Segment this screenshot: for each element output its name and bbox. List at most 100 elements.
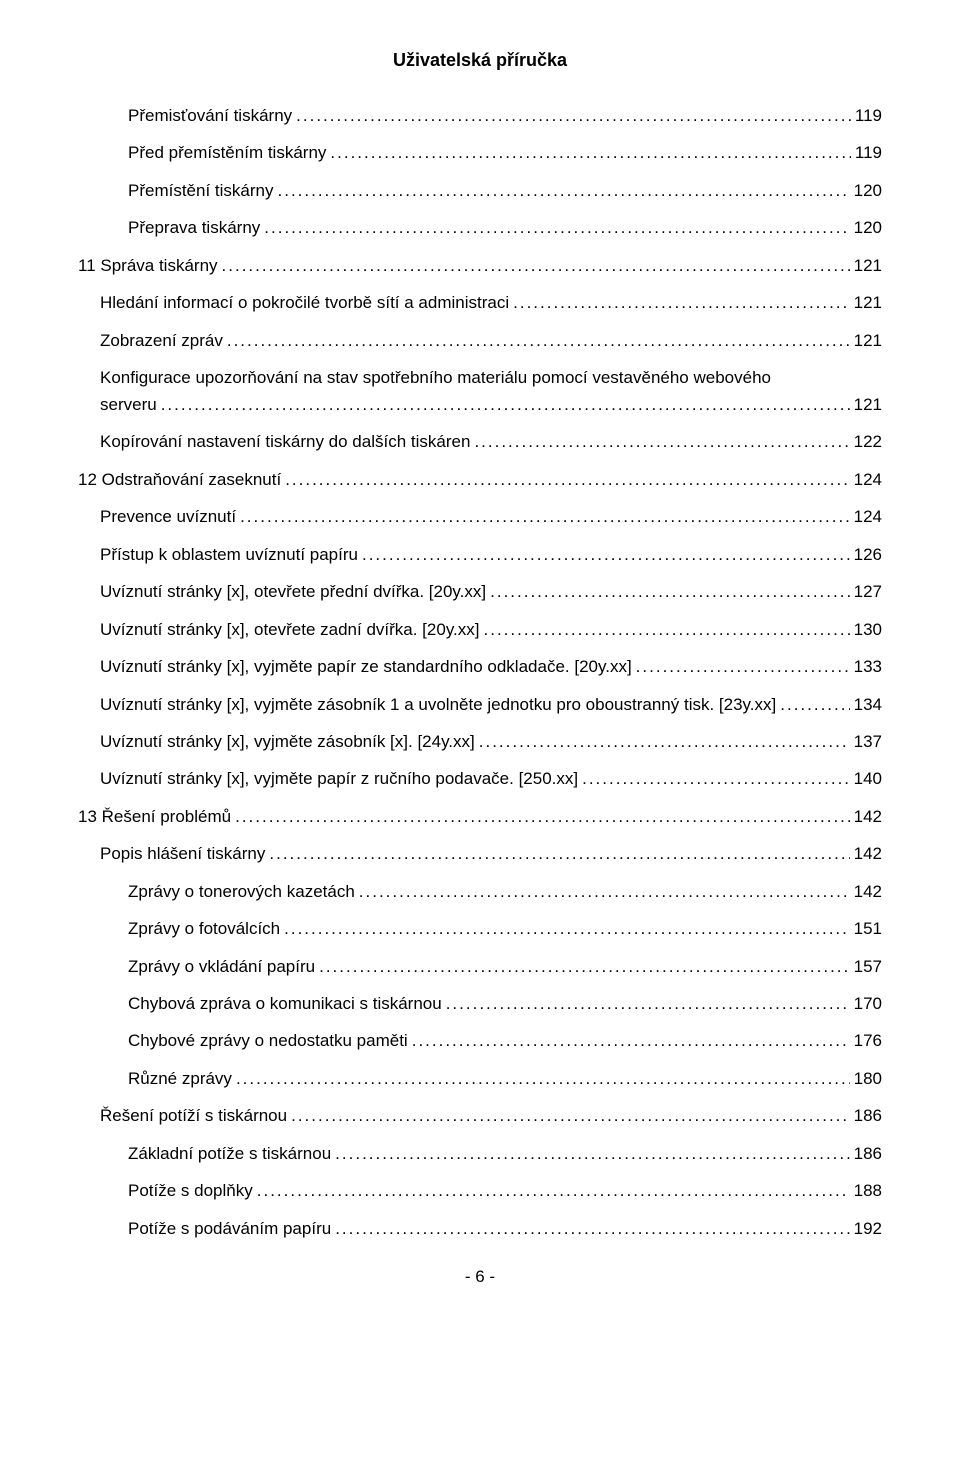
toc-leader-dots (257, 1180, 850, 1203)
toc-label: 12 Odstraňování zaseknutí (78, 469, 281, 492)
toc-page-number: 180 (854, 1068, 882, 1091)
toc-page-number: 170 (854, 993, 882, 1016)
toc-row: Přeprava tiskárny 120 (78, 217, 882, 240)
toc-page-number: 130 (854, 619, 882, 642)
toc-label: serveru (100, 394, 157, 417)
toc-page-number: 133 (854, 656, 882, 679)
toc-row: Uvíznutí stránky [x], vyjměte zásobník [… (78, 731, 882, 754)
toc-page-number: 134 (854, 694, 882, 717)
toc-leader-dots (513, 292, 850, 315)
toc-label: Konfigurace upozorňování na stav spotřeb… (100, 367, 771, 390)
toc-row: Uvíznutí stránky [x], otevřete přední dv… (78, 581, 882, 604)
toc-label: Přemístění tiskárny (128, 180, 274, 203)
toc-row: Přemístění tiskárny 120 (78, 180, 882, 203)
toc-label: Uvíznutí stránky [x], vyjměte zásobník 1… (100, 694, 776, 717)
toc-label: Chybová zpráva o komunikaci s tiskárnou (128, 993, 442, 1016)
toc-row: Zprávy o vkládání papíru 157 (78, 956, 882, 979)
toc-label: Zprávy o tonerových kazetách (128, 881, 355, 904)
toc-leader-dots (636, 656, 850, 679)
toc-label: Kopírování nastavení tiskárny do dalších… (100, 431, 470, 454)
toc-page-number: 120 (854, 180, 882, 203)
toc-row: Konfigurace upozorňování na stav spotřeb… (78, 367, 882, 390)
page-footer-number: - 6 - (78, 1267, 882, 1287)
toc-row: Před přemístěním tiskárny 119 (78, 142, 882, 165)
toc-label: Prevence uvíznutí (100, 506, 236, 529)
toc-page-number: 121 (854, 330, 882, 353)
toc-leader-dots (335, 1143, 849, 1166)
toc-leader-dots (222, 255, 850, 278)
toc-row: Chybové zprávy o nedostatku paměti176 (78, 1030, 882, 1053)
toc-leader-dots (235, 806, 850, 829)
toc-row: Hledání informací o pokročilé tvorbě sít… (78, 292, 882, 315)
toc-label: Uvíznutí stránky [x], otevřete zadní dví… (100, 619, 480, 642)
toc-label: Přemisťování tiskárny (128, 105, 292, 128)
toc-row: Chybová zpráva o komunikaci s tiskárnou 1… (78, 993, 882, 1016)
toc-leader-dots (319, 956, 850, 979)
toc-row: 12 Odstraňování zaseknutí 124 (78, 469, 882, 492)
toc-row: serveru121 (78, 394, 882, 417)
toc-row: Různé zprávy180 (78, 1068, 882, 1091)
toc-leader-dots (362, 544, 850, 567)
toc-leader-dots (484, 619, 850, 642)
toc-label: Základní potíže s tiskárnou (128, 1143, 331, 1166)
toc-leader-dots (161, 394, 850, 417)
toc-label: Uvíznutí stránky [x], vyjměte zásobník [… (100, 731, 475, 754)
toc-page-number: 119 (855, 105, 882, 128)
toc-label: Zobrazení zpráv (100, 330, 223, 353)
toc-page-number: 140 (854, 768, 882, 791)
toc-row: Zprávy o tonerových kazetách142 (78, 881, 882, 904)
toc-page-number: 124 (854, 506, 882, 529)
toc-row: 11 Správa tiskárny121 (78, 255, 882, 278)
toc-page-number: 186 (854, 1105, 882, 1128)
toc-page-number: 120 (854, 217, 882, 240)
page-container: Uživatelská příručka Přemisťování tiskár… (0, 0, 960, 1327)
toc-leader-dots (264, 217, 849, 240)
toc-page-number: 126 (854, 544, 882, 567)
toc-label: Zprávy o vkládání papíru (128, 956, 315, 979)
toc-row: Uvíznutí stránky [x], otevřete zadní dví… (78, 619, 882, 642)
toc-label: Hledání informací o pokročilé tvorbě sít… (100, 292, 509, 315)
toc-row: Zprávy o fotoválcích151 (78, 918, 882, 941)
toc-label: Přístup k oblastem uvíznutí papíru (100, 544, 358, 567)
toc-label: Chybové zprávy o nedostatku paměti (128, 1030, 408, 1053)
toc-row: Uvíznutí stránky [x], vyjměte papír ze s… (78, 656, 882, 679)
toc-leader-dots (446, 993, 850, 1016)
toc-leader-dots (240, 506, 850, 529)
toc-leader-dots (227, 330, 850, 353)
toc-page-number: 121 (854, 292, 882, 315)
toc-page-number: 186 (854, 1143, 882, 1166)
toc-leader-dots (780, 694, 849, 717)
toc-page-number: 127 (854, 581, 882, 604)
toc-page-number: 151 (854, 918, 882, 941)
toc-page-number: 124 (854, 469, 882, 492)
toc-row: Zobrazení zpráv 121 (78, 330, 882, 353)
toc-page-number: 122 (854, 431, 882, 454)
toc-leader-dots (284, 918, 850, 941)
toc-page-number: 137 (854, 731, 882, 754)
toc-leader-dots (479, 731, 850, 754)
toc-row: Kopírování nastavení tiskárny do dalších… (78, 431, 882, 454)
toc-leader-dots (412, 1030, 850, 1053)
toc-row: Popis hlášení tiskárny142 (78, 843, 882, 866)
toc-label: Před přemístěním tiskárny (128, 142, 326, 165)
toc-row: Potíže s doplňky188 (78, 1180, 882, 1203)
toc-label: Přeprava tiskárny (128, 217, 260, 240)
toc-leader-dots (236, 1068, 850, 1091)
toc-leader-dots (269, 843, 849, 866)
toc-row: 13 Řešení problémů 142 (78, 806, 882, 829)
toc-leader-dots (474, 431, 849, 454)
toc-leader-dots (285, 469, 849, 492)
page-header-title: Uživatelská příručka (78, 50, 882, 71)
toc-page-number: 142 (854, 806, 882, 829)
toc-label: Uvíznutí stránky [x], vyjměte papír ze s… (100, 656, 632, 679)
toc-row: Základní potíže s tiskárnou 186 (78, 1143, 882, 1166)
toc-label: 13 Řešení problémů (78, 806, 231, 829)
toc-leader-dots (330, 142, 850, 165)
toc-leader-dots (335, 1218, 849, 1241)
toc-page-number: 119 (855, 142, 882, 165)
toc-page-number: 157 (854, 956, 882, 979)
toc-row: Přístup k oblastem uvíznutí papíru 126 (78, 544, 882, 567)
toc-label: 11 Správa tiskárny (78, 255, 218, 278)
toc-page-number: 142 (854, 843, 882, 866)
toc-label: Potíže s podáváním papíru (128, 1218, 331, 1241)
